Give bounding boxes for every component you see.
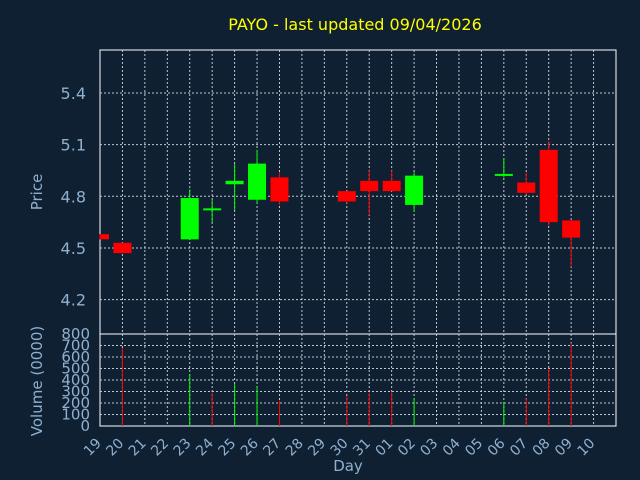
candle-body — [337, 191, 356, 202]
x-tick-label: 19 — [81, 436, 105, 460]
x-tick-label: 25 — [216, 436, 240, 460]
x-tick-label: 30 — [328, 436, 352, 460]
candle-body — [270, 177, 289, 202]
x-tick-label: 23 — [171, 436, 195, 460]
volume-grid — [100, 334, 616, 426]
x-tick-label: 10 — [574, 436, 598, 460]
volume-bars — [121, 343, 572, 426]
x-tick-label: 29 — [305, 436, 329, 460]
candle-19 — [99, 234, 109, 240]
candle-08 — [539, 141, 558, 226]
candle-body — [517, 182, 536, 193]
price-y-tick-label: 5.1 — [61, 136, 86, 155]
candle-body — [248, 163, 267, 200]
chart-title: PAYO - last updated 09/04/2026 — [228, 15, 482, 34]
candle-body — [562, 220, 581, 238]
x-tick-label: 21 — [126, 436, 150, 460]
x-tick-label: 26 — [238, 435, 262, 459]
candle-06 — [494, 158, 513, 178]
candle-body — [360, 180, 379, 192]
volume-y-tick-label: 200 — [61, 394, 90, 412]
volume-y-tick-label: 400 — [61, 371, 90, 389]
price-y-tick-label: 4.5 — [61, 239, 86, 258]
price-y-tick-label: 4.8 — [61, 187, 86, 206]
candle-body — [180, 198, 199, 240]
x-tick-label: 27 — [260, 436, 284, 460]
x-tick-label: 20 — [103, 436, 127, 460]
candle-20 — [113, 242, 132, 254]
candle-31 — [360, 170, 379, 216]
candle-09 — [562, 220, 581, 267]
volume-y-tick-label: 100 — [61, 406, 90, 424]
candle-body — [405, 175, 424, 205]
x-tick-label: 24 — [193, 435, 217, 459]
candles — [99, 141, 581, 267]
x-tick-label: 09 — [552, 436, 576, 460]
candle-07 — [517, 172, 536, 195]
x-tick-label: 02 — [395, 436, 419, 460]
price-y-tick-label: 5.4 — [61, 84, 86, 103]
x-tick-label: 03 — [417, 436, 441, 460]
candle-02 — [405, 172, 424, 212]
candle-25 — [225, 163, 244, 211]
volume-y-tick-label: 700 — [61, 337, 90, 355]
candle-30 — [337, 191, 356, 204]
candle-body — [113, 242, 132, 254]
candle-23 — [180, 189, 199, 240]
candle-26 — [248, 149, 267, 204]
x-ticks: 1920212223242526272829303101020304050607… — [81, 435, 598, 459]
x-axis-label: Day — [333, 457, 363, 475]
price-grid — [100, 50, 616, 334]
candle-body — [225, 180, 244, 185]
x-tick-label: 04 — [440, 435, 464, 459]
x-tick-label: 22 — [148, 436, 172, 460]
candle-24 — [203, 199, 222, 223]
x-tick-label: 28 — [283, 436, 307, 460]
x-tick-label: 07 — [507, 436, 531, 460]
candle-27 — [270, 172, 289, 205]
volume-y-tick-label: 0 — [80, 417, 90, 435]
price-y-tick-label: 4.2 — [61, 291, 86, 310]
x-tick-label: 05 — [462, 436, 486, 460]
candle-body — [539, 149, 558, 223]
x-tick-label: 31 — [350, 436, 374, 460]
candle-body — [494, 173, 513, 176]
candle-body — [100, 234, 109, 240]
candle-01 — [382, 170, 401, 192]
x-tick-label: 06 — [485, 435, 509, 459]
volume-y-tick-label: 600 — [61, 348, 90, 366]
price-axis-label: Price — [28, 174, 46, 211]
volume-y-tick-label: 300 — [61, 383, 90, 401]
x-tick-label: 08 — [530, 436, 554, 460]
candle-body — [203, 208, 222, 211]
volume-axis-label: Volume (0000) — [28, 326, 46, 436]
candle-body — [382, 180, 401, 192]
volume-y-tick-label: 800 — [61, 325, 90, 343]
price-y-ticks: 4.2 4.5 4.8 5.1 5.4 — [61, 84, 86, 310]
x-tick-label: 01 — [373, 436, 397, 460]
volume-y-tick-label: 500 — [61, 360, 90, 378]
